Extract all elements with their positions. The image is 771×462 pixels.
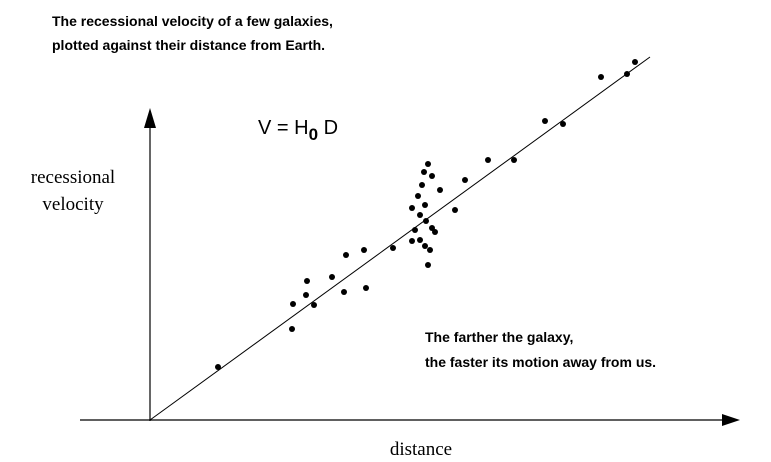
equation-main: V = H: [258, 117, 309, 139]
galaxy-point: [432, 229, 438, 235]
galaxy-point: [422, 202, 428, 208]
galaxy-point: [422, 243, 428, 249]
fit-line: [149, 56, 651, 421]
galaxy-point: [429, 173, 435, 179]
galaxy-point: [560, 121, 566, 127]
galaxy-point: [303, 292, 309, 298]
galaxy-point: [311, 302, 317, 308]
galaxy-point: [343, 252, 349, 258]
galaxy-point: [624, 71, 630, 77]
galaxy-point: [361, 247, 367, 253]
galaxy-point: [417, 212, 423, 218]
galaxy-point: [437, 187, 443, 193]
galaxy-point: [598, 74, 604, 80]
galaxy-point: [485, 157, 491, 163]
galaxy-point: [290, 301, 296, 307]
y-axis-arrow: [144, 108, 156, 128]
galaxy-point: [390, 245, 396, 251]
galaxy-point: [419, 182, 425, 188]
galaxy-point: [511, 157, 517, 163]
title-line: plotted against their distance from Eart…: [52, 37, 325, 53]
galaxy-point: [425, 262, 431, 268]
galaxy-point: [412, 227, 418, 233]
galaxy-point: [427, 247, 433, 253]
x-axis-label: distance: [390, 439, 452, 460]
galaxy-point: [421, 169, 427, 175]
equation-tail: D: [318, 117, 338, 139]
galaxy-point: [452, 207, 458, 213]
galaxy-point: [363, 285, 369, 291]
galaxy-point: [215, 364, 221, 370]
galaxy-point: [425, 161, 431, 167]
y-axis-label: velocity: [42, 194, 104, 215]
title-line: The recessional velocity of a few galaxi…: [52, 13, 333, 29]
galaxy-point: [341, 289, 347, 295]
galaxy-point: [409, 205, 415, 211]
galaxy-point: [304, 278, 310, 284]
galaxy-point: [462, 177, 468, 183]
galaxy-point: [415, 193, 421, 199]
equation-sub: 0: [309, 125, 318, 144]
x-axis-arrow: [722, 414, 740, 426]
galaxy-point: [329, 274, 335, 280]
equation: V = H0 D: [258, 117, 338, 144]
y-axis-label: recessional: [31, 167, 115, 188]
galaxy-point: [417, 237, 423, 243]
galaxy-point: [542, 118, 548, 124]
galaxy-point: [632, 59, 638, 65]
annotation-line: the faster its motion away from us.: [425, 354, 656, 370]
galaxy-point: [423, 218, 429, 224]
galaxy-point: [409, 238, 415, 244]
annotation-line: The farther the galaxy,: [425, 329, 573, 345]
galaxy-point: [289, 326, 295, 332]
